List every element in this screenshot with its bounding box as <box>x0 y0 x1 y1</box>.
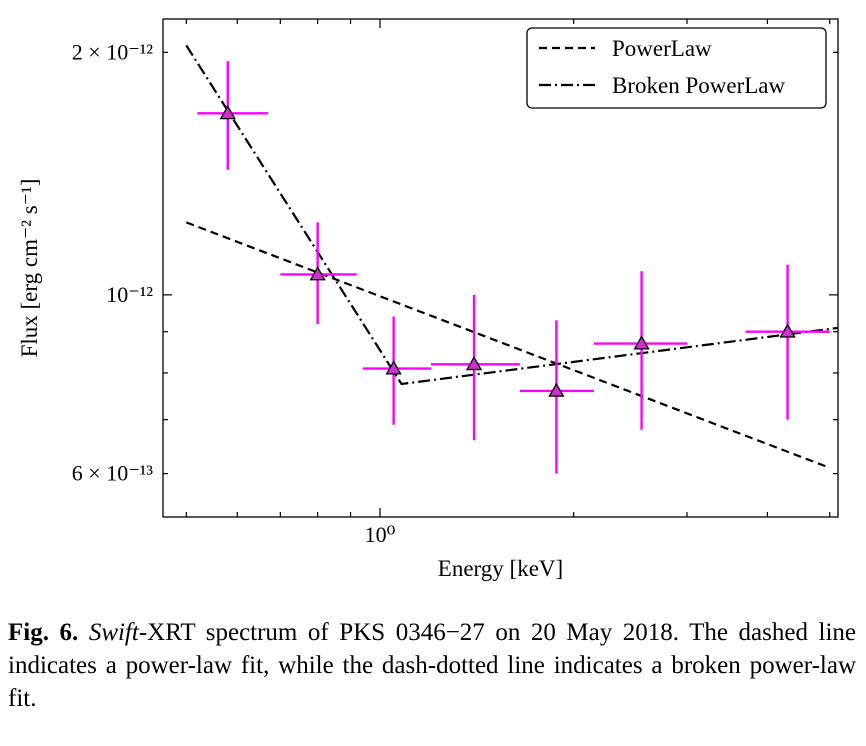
y-tick-labels: 2 × 10⁻¹² 10⁻¹² 6 × 10⁻¹³ <box>72 39 154 485</box>
triangle-marker <box>548 382 565 397</box>
triangle-marker <box>219 105 236 120</box>
powerlaw-fit-line <box>185 221 831 469</box>
data-points <box>197 61 830 474</box>
y-axis-label: Flux [erg cm⁻² s⁻¹] <box>17 179 42 358</box>
triangle-marker <box>633 335 650 350</box>
caption-text: -XRT spectrum of PKS 0346−27 on 20 May 2… <box>8 619 857 712</box>
x-tick-label: 10⁰ <box>365 522 396 547</box>
legend-label-powerlaw: PowerLaw <box>612 36 712 61</box>
y-tick-label: 2 × 10⁻¹² <box>72 39 154 64</box>
legend: PowerLaw Broken PowerLaw <box>526 27 827 109</box>
x-axis-label: Energy [keV] <box>438 556 563 581</box>
plot-frame <box>162 18 839 518</box>
triangle-marker <box>465 355 483 371</box>
legend-box <box>526 27 827 109</box>
broken-powerlaw-fit-line <box>185 44 839 386</box>
plot-border <box>162 18 839 518</box>
triangle-marker <box>309 266 326 281</box>
figure-caption: Fig. 6. Swift-XRT spectrum of PKS 0346−2… <box>8 616 856 715</box>
data-point <box>280 222 357 325</box>
data-point <box>197 61 269 170</box>
y-tick-label: 10⁻¹² <box>106 282 153 307</box>
fit-lines <box>185 44 839 469</box>
y-tick-label: 6 × 10⁻¹³ <box>72 461 154 486</box>
triangle-marker <box>779 323 796 338</box>
data-point <box>430 294 520 441</box>
data-point <box>593 271 687 430</box>
triangle-marker <box>385 360 402 375</box>
caption-fig-label: Fig. 6. <box>8 619 79 646</box>
data-point <box>519 320 594 474</box>
caption-italic-swift: Swift <box>88 619 139 646</box>
data-point <box>362 316 431 425</box>
legend-label-broken-powerlaw: Broken PowerLaw <box>612 73 785 98</box>
data-point <box>745 264 830 420</box>
axis-ticks <box>163 19 838 517</box>
spectrum-chart: 10⁰ 2 × 10⁻¹² 10⁻¹² 6 × 10⁻¹³ Energy [keV]… <box>17 18 839 581</box>
